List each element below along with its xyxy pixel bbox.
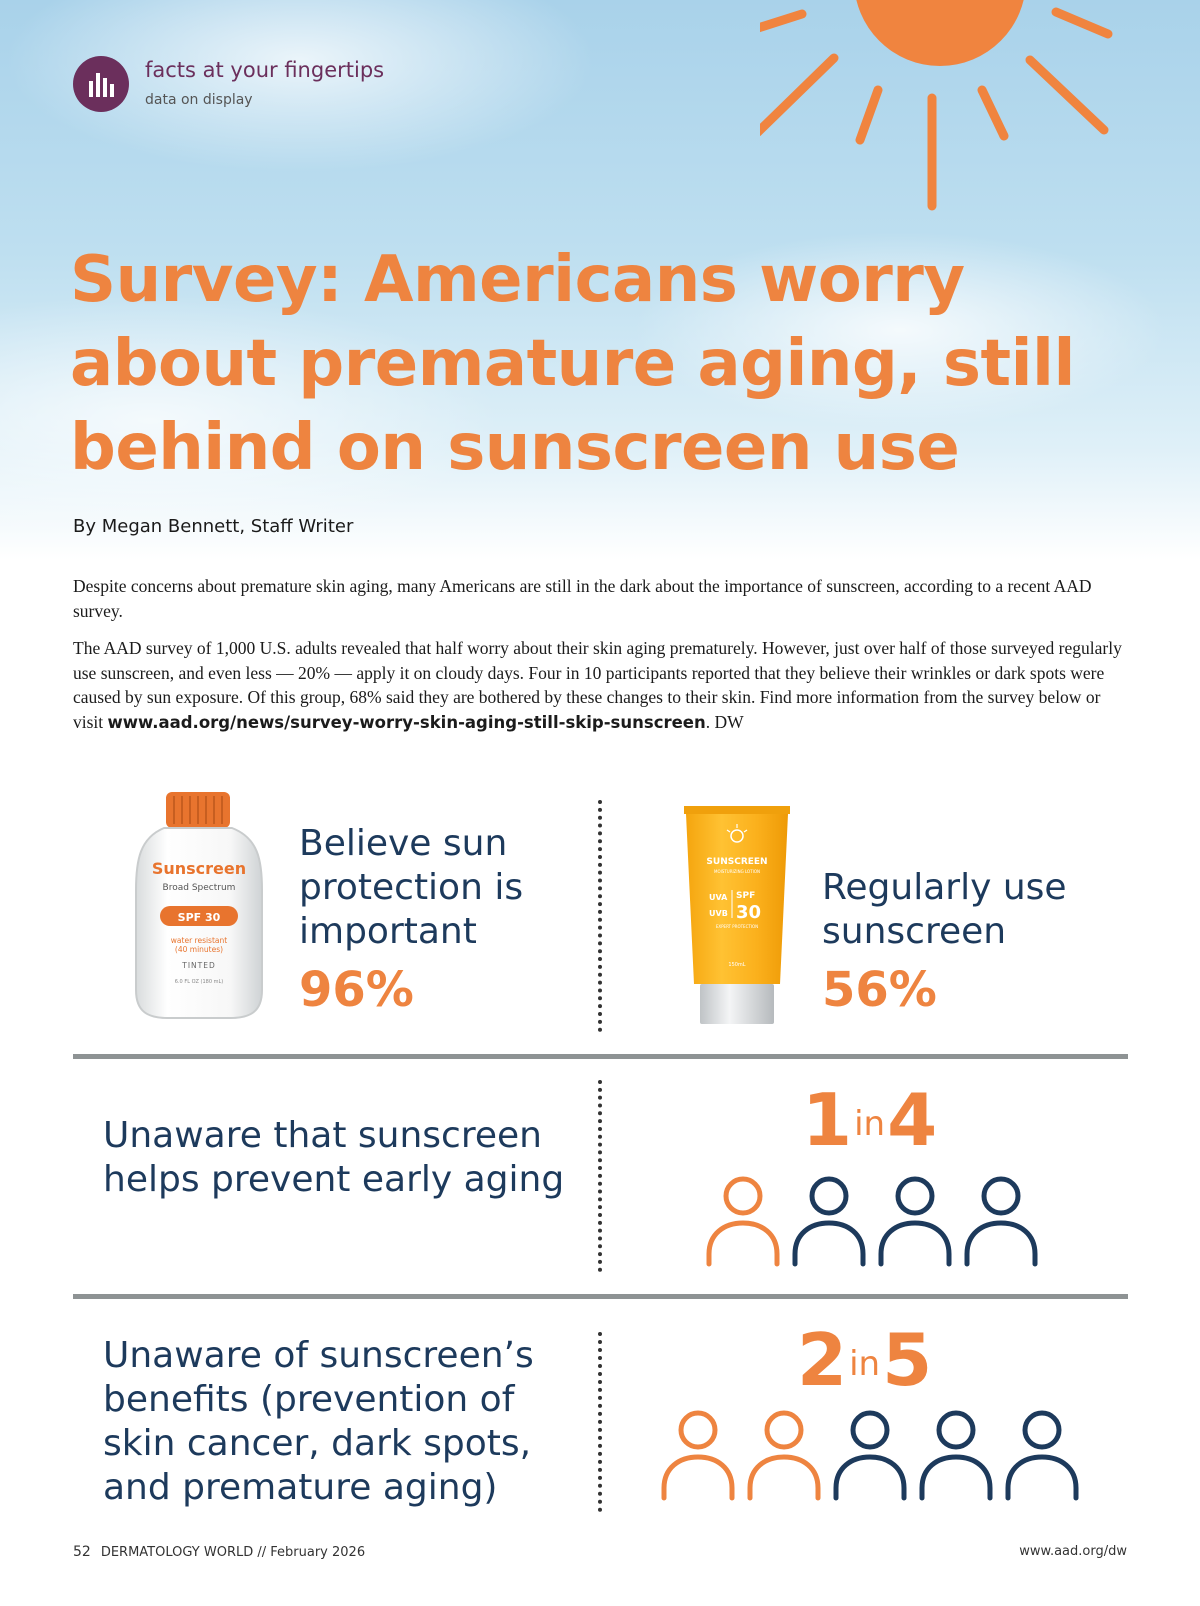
stat-regular-label: Regularly use sunscreen (822, 867, 1067, 952)
publication-name: DERMATOLOGY WORLD // February 2026 (100, 1545, 366, 1560)
paragraph-intro: Despite concerns about premature skin ag… (73, 576, 1092, 621)
section-kicker: facts at your fingertips (145, 58, 385, 82)
ratio-2-in-5: 2in5 (797, 1318, 932, 1402)
paragraph-survey-text: The AAD survey of 1,000 U.S. adults reve… (73, 638, 1122, 732)
stat-unaware-aging-label: Unaware that sunscreen helps prevent ear… (103, 1115, 565, 1200)
tube-uva: UVA (709, 893, 728, 902)
ratio-1-denominator: 4 (887, 1078, 938, 1162)
footer-left: 52 DERMATOLOGY WORLD // February 2026 (73, 1544, 365, 1560)
bottle-tinted: TINTED (181, 961, 216, 970)
tube-protect: EXPERT PROTECTION (716, 924, 758, 929)
stat-regular-value: 56% (822, 962, 937, 1018)
sky-background (0, 0, 1200, 560)
sun-illustration (760, 0, 1113, 211)
divider-dots-2 (598, 1080, 602, 1272)
ratio-2-numerator: 2 (797, 1318, 848, 1402)
section-rule-1 (73, 1054, 1128, 1059)
stat-believe-label: Believe sun protection is important (299, 823, 524, 952)
tube-spf: SPF (736, 891, 755, 901)
divider-dots-3 (598, 1332, 602, 1512)
divider-dots-1 (598, 800, 602, 1032)
tube-volume: 150mL (728, 962, 745, 968)
person-icon-highlighted (706, 1176, 780, 1267)
person-icon (919, 1410, 993, 1501)
bottle-sub: Broad Spectrum (163, 883, 236, 893)
bottle-spf: SPF 30 (178, 911, 221, 924)
person-icon (964, 1176, 1038, 1267)
signoff: . DW (705, 711, 744, 732)
person-icon-highlighted (661, 1410, 735, 1501)
survey-link[interactable]: www.aad.org/news/survey-worry-skin-aging… (107, 712, 706, 732)
people-row-2-in-5 (655, 1410, 1085, 1505)
person-icon-highlighted (747, 1410, 821, 1501)
paragraph-survey: The AAD survey of 1,000 U.S. adults reve… (73, 636, 1130, 735)
ratio-2-denominator: 5 (882, 1318, 933, 1402)
person-icon (1005, 1410, 1079, 1501)
tube-spf-number: 30 (736, 902, 761, 923)
bottle-note1: water resistant (171, 936, 227, 945)
section-subkicker: data on display (145, 92, 253, 108)
stat-believe-value: 96% (299, 962, 414, 1018)
tube-sub: MOISTURIZING LOTION (714, 869, 760, 874)
bottle-note2: (40 minutes) (175, 945, 223, 954)
bar-chart-icon (73, 56, 129, 112)
ratio-1-in-4: 1in4 (802, 1078, 937, 1162)
ratio-2-in: in (849, 1344, 881, 1384)
sunscreen-tube-image: SUNSCREEN MOISTURIZING LOTION UVA UVB SP… (684, 806, 790, 1024)
section-rule-2 (73, 1294, 1128, 1299)
ratio-1-in: in (854, 1104, 886, 1144)
bottle-brand: Sunscreen (152, 859, 246, 878)
sunscreen-bottle-image: Sunscreen Broad Spectrum SPF 30 water re… (135, 792, 263, 1019)
page-number: 52 (73, 1544, 91, 1560)
person-icon (792, 1176, 866, 1267)
headline: Survey: Americans worry about premature … (70, 243, 1075, 485)
footer-url[interactable]: www.aad.org/dw (1019, 1544, 1127, 1559)
ratio-1-numerator: 1 (802, 1078, 853, 1162)
article-body: Despite concerns about premature skin ag… (73, 574, 1130, 748)
people-row-1-in-4 (700, 1176, 1044, 1271)
byline: By Megan Bennett, Staff Writer (73, 516, 354, 537)
bottle-volume: 6.0 FL OZ (180 mL) (175, 979, 223, 985)
person-icon (878, 1176, 952, 1267)
tube-brand: SUNSCREEN (706, 857, 767, 867)
stat-unaware-benefits-label: Unaware of sunscreen’s benefits (prevent… (103, 1335, 534, 1508)
tube-uvb: UVB (709, 909, 728, 918)
person-icon (833, 1410, 907, 1501)
